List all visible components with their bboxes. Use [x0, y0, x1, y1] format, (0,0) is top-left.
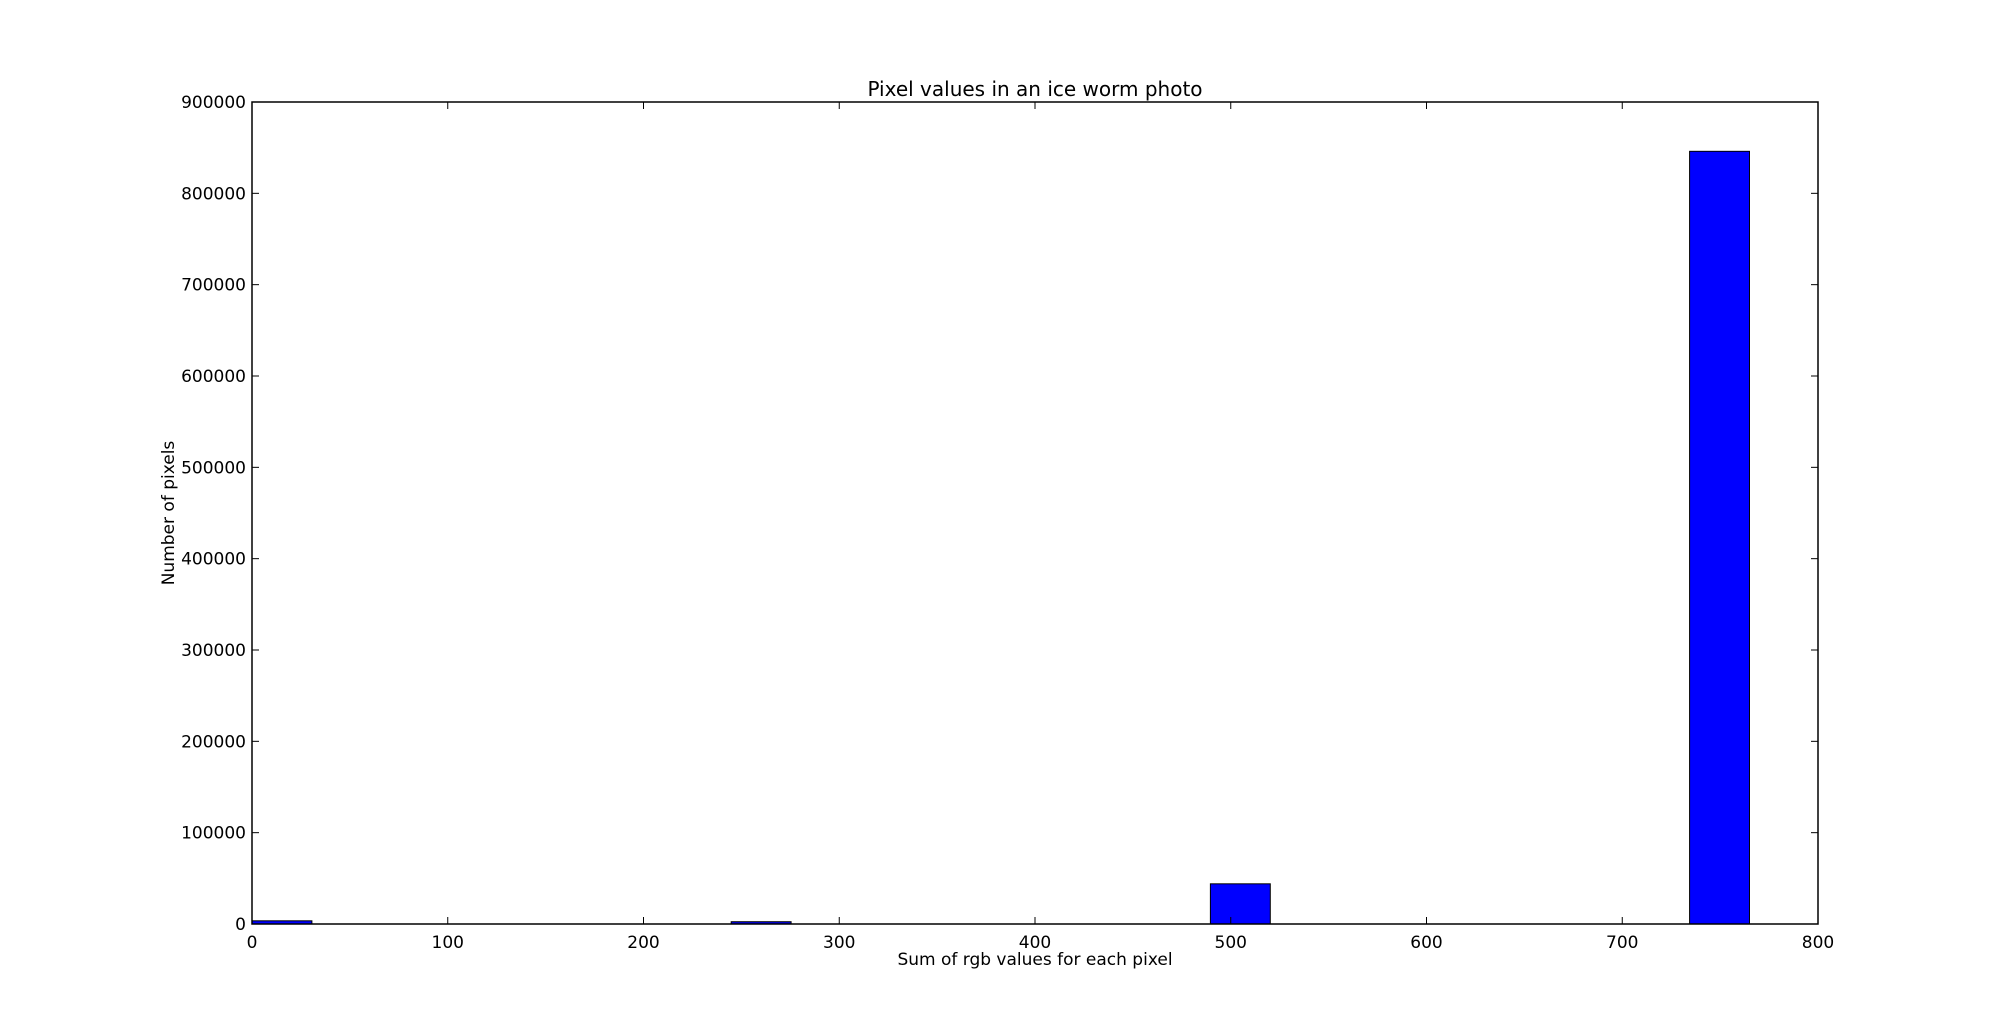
y-tick-label: 900000 — [181, 93, 246, 113]
y-tick-label: 400000 — [181, 550, 246, 570]
x-tick-label: 700 — [1606, 933, 1638, 953]
x-tick-label: 300 — [823, 933, 855, 953]
y-tick-label: 800000 — [181, 184, 246, 204]
x-tick-label: 0 — [247, 933, 258, 953]
y-tick-label: 600000 — [181, 367, 246, 387]
x-tick-label: 500 — [1215, 933, 1247, 953]
histogram-bar-3 — [1689, 150, 1750, 925]
y-axis-label: Number of pixels — [159, 441, 179, 586]
x-tick-label: 400 — [1019, 933, 1051, 953]
ticks-group: 0 100 200 300 400 500 600 700 800 0 100000 200000 30… — [181, 93, 1834, 953]
histogram-bar-2 — [1209, 883, 1271, 925]
y-tick-label: 500000 — [181, 458, 246, 478]
y-tick-label: 0 — [235, 915, 246, 935]
y-tick-label: 200000 — [181, 732, 246, 752]
x-tick-label: 200 — [627, 933, 659, 953]
y-tick-label: 100000 — [181, 824, 246, 844]
y-tick-label: 700000 — [181, 276, 246, 296]
x-tick-label: 100 — [432, 933, 464, 953]
x-tick-label: 800 — [1802, 933, 1834, 953]
bars-group — [251, 150, 1750, 925]
y-tick-label: 300000 — [181, 641, 246, 661]
x-axis-label: Sum of rgb values for each pixel — [897, 950, 1172, 970]
chart-title: Pixel values in an ice worm photo — [867, 77, 1202, 101]
plot-area-frame — [251, 101, 1819, 925]
x-tick-label: 600 — [1410, 933, 1442, 953]
